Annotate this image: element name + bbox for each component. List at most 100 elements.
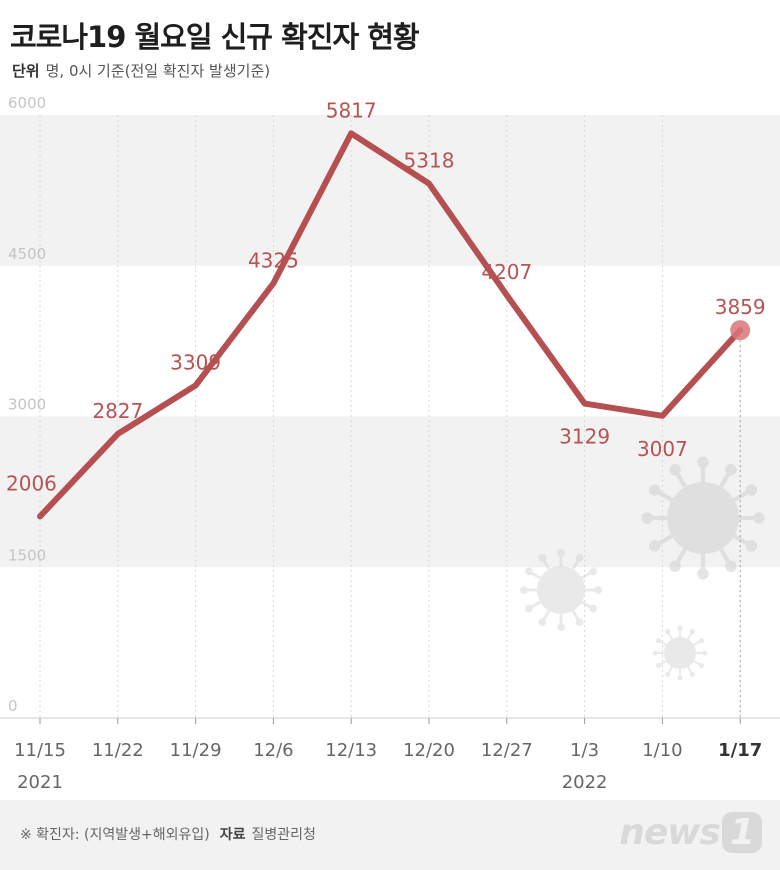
virus-spike-tip: [557, 548, 565, 557]
virus-spike: [528, 600, 541, 610]
virus-spike: [571, 610, 581, 623]
y-tick-label: 0: [8, 697, 18, 715]
virus-spike: [693, 660, 702, 667]
definition-note: ※ 확진자: (지역발생+해외유입): [20, 827, 210, 843]
virus-spike-tip: [575, 618, 584, 627]
virus-spike-tip: [677, 675, 683, 681]
grid-lines: [39, 115, 741, 718]
virus-spike-tip: [697, 568, 709, 580]
footer-note: ※ 확진자: (지역발생+해외유입) 자료 질병관리청: [20, 824, 316, 844]
unit-note: 단위 명, 0시 기준(전일 확진자 발생기준): [12, 60, 270, 81]
x-axis: 11/15 11/22 11/29 12/6 12/13 12/20 12/27 1/3 1/1…: [0, 717, 780, 793]
virus-spike-tip: [702, 650, 708, 656]
data-label: 3129: [559, 425, 610, 449]
data-label: 3007: [637, 437, 688, 461]
y-tick-label: 1500: [8, 546, 46, 564]
x-tick-label: 1/10: [642, 740, 682, 761]
y-axis: 0 1500 3000 4500 6000: [8, 94, 46, 715]
data-label: 3859: [715, 295, 766, 319]
x-tick-label: 1/17: [718, 740, 762, 761]
virus-spike: [528, 570, 541, 580]
series-line: [37, 130, 751, 520]
source-name: 질병관리청: [251, 827, 316, 843]
virus-body: [664, 637, 696, 669]
virus-spike-tip: [589, 604, 598, 613]
virus-spike-tip: [655, 662, 662, 668]
source-label: 자료: [219, 827, 246, 843]
virus-spike-tip: [652, 650, 658, 656]
data-label: 3309: [170, 350, 221, 374]
footer: ※ 확진자: (지역발생+해외유입) 자료 질병관리청 news 1: [0, 800, 780, 870]
virus-spike-tip: [557, 623, 565, 632]
virus-spike-tip: [745, 484, 758, 496]
y-tick-label: 6000: [8, 94, 46, 112]
virus-spike-tip: [753, 512, 765, 524]
y-tick-label: 3000: [8, 396, 46, 414]
virus-icon-medium: [519, 548, 603, 632]
x-tick-label: 12/27: [481, 740, 533, 761]
virus-body: [537, 566, 585, 614]
virus-spike-tip: [538, 618, 547, 627]
unit-label: 단위: [12, 62, 40, 80]
virus-spike-tip: [677, 625, 683, 631]
virus-icon-small: [652, 625, 708, 681]
virus-spike-tip: [655, 638, 662, 644]
virus-spike-tip: [665, 671, 671, 678]
virus-spike-tip: [689, 628, 695, 635]
data-label: 5318: [404, 149, 455, 173]
grid-bands: [0, 115, 780, 568]
virus-spike-tip: [665, 628, 671, 635]
virus-spike: [541, 557, 551, 570]
x-tick-label: 11/29: [170, 740, 222, 761]
virus-body: [667, 482, 739, 554]
virus-spike: [693, 639, 702, 646]
year-label: 2022: [562, 772, 608, 793]
virus-spike-tip: [725, 463, 737, 476]
unit-text: 명, 0시 기준(전일 확진자 발생기준): [45, 62, 271, 80]
data-label: 4207: [481, 260, 532, 284]
virus-spike: [666, 631, 673, 640]
virus-spike-tip: [538, 553, 547, 562]
virus-spike-tip: [589, 567, 598, 576]
virus-spike-tip: [697, 456, 709, 468]
line-chart: 0 1500 3000 4500 6000 11/15 11/22 11/29 12/6 12/…: [0, 94, 780, 793]
series-line-path: [37, 130, 744, 520]
virus-spike-tip: [698, 662, 705, 668]
year-label: 2021: [17, 772, 63, 793]
virus-spike: [581, 570, 594, 580]
data-label: 5817: [326, 98, 377, 122]
virus-spike: [687, 631, 694, 640]
virus-spike-tip: [575, 553, 584, 562]
virus-spike-tip: [745, 540, 758, 552]
x-tick-label: 11/15: [14, 740, 66, 761]
data-label: 2827: [92, 399, 143, 423]
virus-spike-tip: [524, 567, 533, 576]
virus-spike: [658, 639, 667, 646]
virus-spike-tip: [648, 540, 661, 552]
virus-spike: [658, 660, 667, 667]
data-labels: 2006 2827 3309 4325 5817 5318 4207 3129 3007 3859: [6, 98, 766, 495]
virus-spike-tip: [669, 463, 681, 476]
x-tick-label: 12/20: [403, 740, 455, 761]
highlight-point: [730, 320, 751, 341]
virus-spike-tip: [648, 484, 661, 496]
virus-spike-tip: [524, 604, 533, 613]
virus-spike-tip: [519, 586, 528, 594]
x-tick-label: 12/13: [325, 740, 377, 761]
virus-spike-tip: [698, 638, 705, 644]
data-label: 4325: [248, 248, 299, 272]
virus-spike: [666, 666, 673, 675]
virus-spike: [571, 557, 581, 570]
grid-band: [0, 115, 780, 266]
virus-spike: [687, 666, 694, 675]
virus-spike-tip: [725, 560, 737, 573]
x-tick-label: 1/3: [570, 740, 599, 761]
virus-spike: [541, 610, 551, 623]
page-title: 코로나19 월요일 신규 확진자 현황: [10, 20, 420, 54]
news1-logo: news 1: [619, 812, 762, 853]
virus-spike: [581, 600, 594, 610]
y-tick-label: 4500: [8, 245, 46, 263]
data-label: 2006: [6, 471, 57, 495]
x-tick-label: 11/22: [92, 740, 144, 761]
virus-icon-large: [641, 456, 765, 580]
